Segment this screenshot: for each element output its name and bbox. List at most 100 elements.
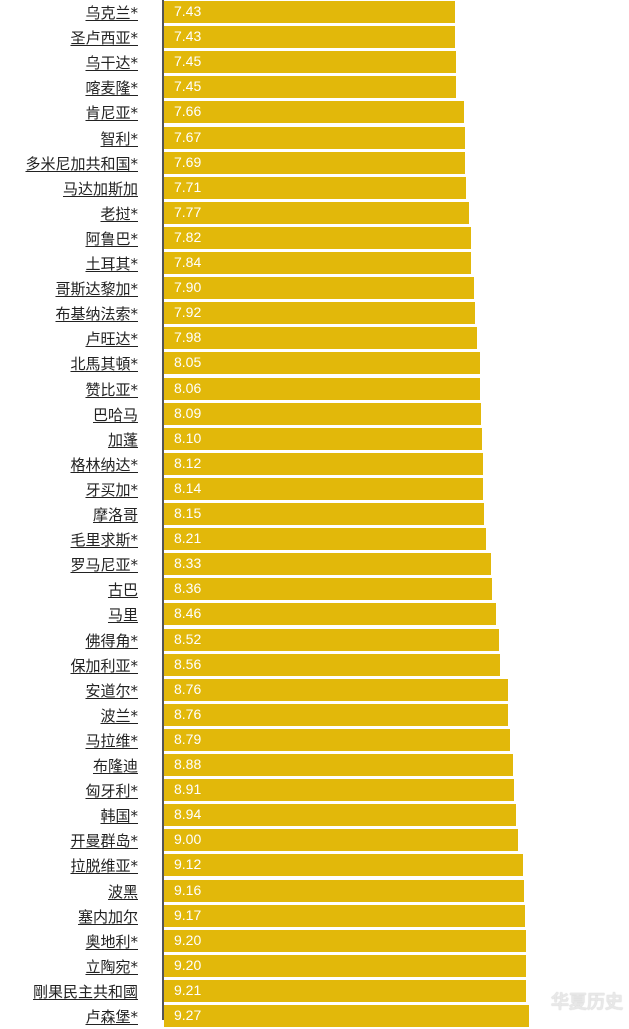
category-label[interactable]: 波黑 xyxy=(107,882,138,901)
bar xyxy=(164,578,493,601)
category-label[interactable]: 乌干达* xyxy=(85,54,138,73)
category-label[interactable]: 肯尼亚* xyxy=(85,104,138,123)
chart-row: 马达加斯加 7.71 xyxy=(0,176,629,201)
bar xyxy=(164,201,469,224)
chart-row: 土耳其* 7.84 xyxy=(0,251,629,276)
bar xyxy=(164,126,465,149)
value-label: 9.17 xyxy=(174,906,202,923)
bar xyxy=(164,829,518,852)
value-label: 8.36 xyxy=(174,580,202,597)
category-label[interactable]: 马拉维* xyxy=(85,731,138,750)
value-label: 8.15 xyxy=(174,505,202,521)
bar xyxy=(164,51,456,74)
value-label: 8.05 xyxy=(174,354,202,371)
category-label[interactable]: 奥地利* xyxy=(85,932,138,951)
value-label: 7.43 xyxy=(174,28,202,45)
category-label[interactable]: 拉脱维亚* xyxy=(70,857,138,876)
category-label[interactable]: 哥斯达黎加* xyxy=(55,280,138,299)
chart-row: 牙买加* 8.14 xyxy=(0,477,629,502)
chart-row: 佛得角* 8.52 xyxy=(0,628,629,653)
value-label: 8.94 xyxy=(174,806,202,823)
category-label[interactable]: 匈牙利* xyxy=(85,782,138,801)
category-label[interactable]: 开曼群岛* xyxy=(70,832,138,851)
category-label[interactable]: 保加利亚* xyxy=(70,656,138,675)
category-label[interactable]: 剛果民主共和國 xyxy=(32,982,138,1001)
bar xyxy=(164,402,482,425)
value-label: 8.06 xyxy=(174,379,202,396)
category-label[interactable]: 摩洛哥 xyxy=(92,506,138,524)
chart-row: 马里 8.46 xyxy=(0,602,629,627)
category-label[interactable]: 阿鲁巴* xyxy=(85,229,138,248)
chart-row: 布基纳法索* 7.92 xyxy=(0,301,629,326)
category-label[interactable]: 马里 xyxy=(107,606,138,625)
category-label[interactable]: 毛里求斯* xyxy=(70,531,138,550)
bar xyxy=(164,804,516,827)
category-label[interactable]: 罗马尼亚* xyxy=(70,556,138,575)
value-label: 8.46 xyxy=(174,605,202,622)
value-label: 8.76 xyxy=(174,680,202,697)
category-label[interactable]: 多米尼加共和国* xyxy=(25,154,138,173)
chart-row: 罗马尼亚* 8.33 xyxy=(0,552,629,577)
chart-row: 巴哈马 8.09 xyxy=(0,402,629,427)
category-label[interactable]: 卢旺达* xyxy=(85,330,138,349)
value-label: 8.56 xyxy=(174,655,202,672)
bar xyxy=(164,854,523,877)
category-label[interactable]: 巴哈马 xyxy=(92,405,138,424)
category-label[interactable]: 波兰* xyxy=(100,706,138,725)
category-label[interactable]: 赞比亚* xyxy=(85,380,138,399)
bar xyxy=(164,101,465,124)
bar xyxy=(164,302,475,325)
value-label: 8.91 xyxy=(174,781,202,798)
category-label[interactable]: 韩国* xyxy=(100,807,138,826)
chart-row: 北馬其頓* 8.05 xyxy=(0,351,629,376)
category-label[interactable]: 智利* xyxy=(100,129,138,148)
category-label[interactable]: 北馬其頓* xyxy=(70,355,138,374)
category-label[interactable]: 古巴 xyxy=(107,581,138,600)
value-label: 8.21 xyxy=(174,530,202,547)
value-label: 8.52 xyxy=(174,630,202,647)
chart-row: 立陶宛* 9.20 xyxy=(0,954,629,979)
category-label[interactable]: 喀麦隆* xyxy=(85,79,138,98)
chart-row: 肯尼亚* 7.66 xyxy=(0,100,629,125)
category-label[interactable]: 布基纳法索* xyxy=(55,305,138,324)
chart-row: 波黑 9.16 xyxy=(0,879,629,904)
value-label: 7.77 xyxy=(174,203,202,220)
bar xyxy=(164,703,509,726)
category-label[interactable]: 老挝* xyxy=(100,204,138,223)
category-label[interactable]: 布隆迪 xyxy=(92,757,138,775)
bar xyxy=(164,377,481,400)
category-label[interactable]: 立陶宛* xyxy=(85,957,138,976)
bar xyxy=(164,477,484,500)
chart-row: 开曼群岛* 9.00 xyxy=(0,828,629,853)
chart-row: 哥斯达黎加* 7.90 xyxy=(0,276,629,301)
category-axis-line xyxy=(162,0,164,1020)
category-label[interactable]: 土耳其* xyxy=(85,255,138,273)
chart-row: 布隆迪 8.88 xyxy=(0,753,629,778)
value-label: 7.71 xyxy=(174,178,202,195)
category-label[interactable]: 加蓬 xyxy=(107,430,138,449)
chart-row: 奥地利* 9.20 xyxy=(0,929,629,954)
bar xyxy=(164,327,478,350)
category-label[interactable]: 塞内加尔 xyxy=(77,907,138,926)
value-label: 7.66 xyxy=(174,103,202,120)
category-label[interactable]: 佛得角* xyxy=(85,631,138,650)
value-label: 7.67 xyxy=(174,128,202,145)
category-label[interactable]: 圣卢西亚* xyxy=(70,29,138,48)
value-label: 7.45 xyxy=(174,53,202,70)
category-label[interactable]: 马达加斯加 xyxy=(62,179,138,198)
category-label[interactable]: 牙买加* xyxy=(85,480,138,499)
bar xyxy=(164,528,487,551)
value-label: 9.20 xyxy=(174,931,202,948)
category-label[interactable]: 格林纳达* xyxy=(70,455,138,474)
value-label: 9.12 xyxy=(174,856,202,873)
bar xyxy=(164,452,483,475)
bar xyxy=(164,628,499,651)
category-label[interactable]: 卢森堡* xyxy=(85,1008,138,1026)
watermark: 华夏历史 xyxy=(551,992,623,1013)
value-label: 8.09 xyxy=(174,404,202,421)
value-label: 8.33 xyxy=(174,555,202,572)
bar xyxy=(164,26,455,49)
category-label[interactable]: 乌克兰* xyxy=(85,4,138,22)
category-label[interactable]: 安道尔* xyxy=(85,681,138,700)
